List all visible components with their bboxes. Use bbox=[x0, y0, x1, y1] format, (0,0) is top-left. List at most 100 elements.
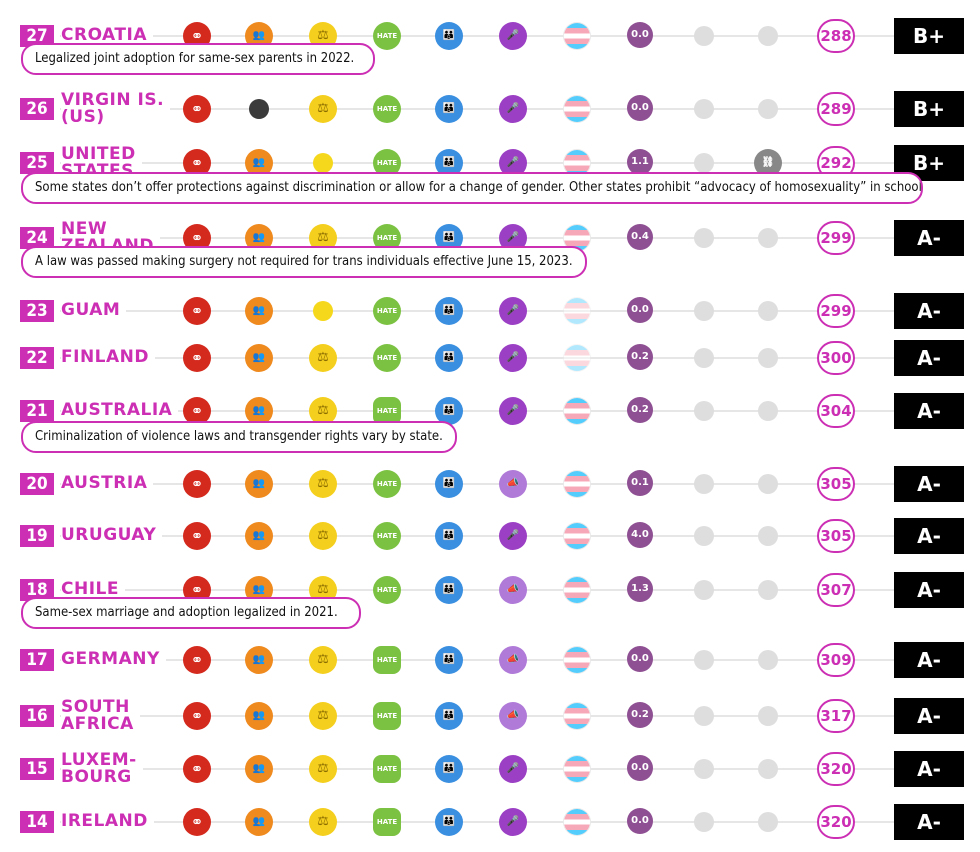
family-icon: 👪 bbox=[435, 470, 463, 498]
country-name: CHILE bbox=[61, 581, 125, 598]
row-divider bbox=[60, 768, 920, 770]
family-icon: 👪 bbox=[435, 95, 463, 123]
adoption-icon: 👥 bbox=[245, 808, 273, 836]
megaphone-icon: 📣 bbox=[499, 576, 527, 604]
marriage-icon: ⚭ bbox=[183, 755, 211, 783]
empty-dot-icon bbox=[694, 526, 714, 546]
family-icon: 👪 bbox=[435, 22, 463, 50]
marriage-icon: ⚭ bbox=[183, 808, 211, 836]
speech-icon: 🎤 bbox=[499, 522, 527, 550]
rank-badge: 20 bbox=[20, 473, 54, 495]
marriage-icon: ⚭ bbox=[183, 344, 211, 372]
rank-badge: 14 bbox=[20, 811, 54, 833]
grade-badge: A- bbox=[894, 572, 964, 608]
equality-law-icon: ⚖ bbox=[309, 397, 337, 425]
grade-badge: A- bbox=[894, 698, 964, 734]
row-divider bbox=[60, 589, 920, 591]
total-score: 304 bbox=[817, 394, 855, 428]
row-divider bbox=[60, 310, 920, 312]
empty-dot-icon bbox=[694, 26, 714, 46]
family-icon: 👪 bbox=[435, 755, 463, 783]
total-score: 299 bbox=[817, 294, 855, 328]
rank-badge: 24 bbox=[20, 227, 54, 249]
speech-icon: 🎤 bbox=[499, 808, 527, 836]
hate-sq-icon: HATE bbox=[373, 397, 401, 425]
empty-dot-icon bbox=[758, 401, 778, 421]
total-score: 299 bbox=[817, 221, 855, 255]
trans-flag-icon bbox=[564, 523, 590, 549]
marriage-icon: ⚭ bbox=[183, 297, 211, 325]
partial-dot-icon bbox=[313, 301, 333, 321]
family-icon: 👪 bbox=[435, 702, 463, 730]
table-row: 20 AUSTRIA ⚭ 👥 ⚖ HATE 👪 📣 0.1 305 A- bbox=[0, 464, 980, 504]
family-icon: 👪 bbox=[435, 808, 463, 836]
total-score: 320 bbox=[817, 752, 855, 786]
score-circle: 0.0 bbox=[627, 755, 653, 781]
trans-flag-icon bbox=[564, 150, 590, 176]
hate-sq-icon: HATE bbox=[373, 808, 401, 836]
country-note: Same-sex marriage and adoption legalized… bbox=[21, 597, 361, 629]
grade-badge: A- bbox=[894, 393, 964, 429]
country-name: FINLAND bbox=[61, 349, 155, 366]
megaphone-icon: 📣 bbox=[499, 646, 527, 674]
score-circle: 4.0 bbox=[627, 522, 653, 548]
family-icon: 👪 bbox=[435, 522, 463, 550]
empty-dot-icon bbox=[758, 526, 778, 546]
empty-dot-icon bbox=[758, 99, 778, 119]
speech-icon: 🎤 bbox=[499, 397, 527, 425]
equality-law-icon: ⚖ bbox=[309, 344, 337, 372]
total-score: 305 bbox=[817, 519, 855, 553]
adoption-icon: 👥 bbox=[245, 397, 273, 425]
equality-law-icon: ⚖ bbox=[309, 95, 337, 123]
grade-badge: B+ bbox=[894, 18, 964, 54]
trans-flag-icon bbox=[564, 471, 590, 497]
scales-icon: ⚖ bbox=[309, 702, 337, 730]
marriage-icon: ⚭ bbox=[183, 522, 211, 550]
adoption-icon: 👥 bbox=[245, 522, 273, 550]
hate-crime-law-icon: HATE bbox=[373, 470, 401, 498]
speech-icon: 🎤 bbox=[499, 95, 527, 123]
empty-dot-icon bbox=[758, 474, 778, 494]
equality-law-icon: ⚖ bbox=[309, 646, 337, 674]
grade-badge: A- bbox=[894, 804, 964, 840]
table-row: 15 LUXEM- BOURG ⚭ 👥 ⚖ HATE 👪 🎤 0.0 320 A- bbox=[0, 749, 980, 789]
trans-flag-icon bbox=[564, 23, 590, 49]
table-row: 26 VIRGIN IS. (US) ⚭ ⚖ HATE 👪 🎤 0.0 289 B+ bbox=[0, 89, 980, 129]
country-note: Criminalization of violence laws and tra… bbox=[21, 421, 457, 453]
row-divider bbox=[60, 108, 920, 110]
country-name: VIRGIN IS. (US) bbox=[61, 92, 171, 126]
total-score: 300 bbox=[817, 341, 855, 375]
rank-badge: 15 bbox=[20, 758, 54, 780]
country-name: CROATIA bbox=[61, 27, 153, 44]
family-icon: 👪 bbox=[435, 646, 463, 674]
row-divider bbox=[60, 357, 920, 359]
adoption-icon: 👥 bbox=[245, 755, 273, 783]
megaphone-icon: 📣 bbox=[499, 702, 527, 730]
rank-badge: 23 bbox=[20, 300, 54, 322]
adoption-icon: 👥 bbox=[245, 297, 273, 325]
total-score: 305 bbox=[817, 467, 855, 501]
trans-flag-icon bbox=[564, 96, 590, 122]
country-name: GUAM bbox=[61, 302, 127, 319]
country-note: Legalized joint adoption for same-sex pa… bbox=[21, 43, 375, 75]
country-name: LUXEM- BOURG bbox=[61, 752, 143, 786]
total-score: 288 bbox=[817, 19, 855, 53]
empty-dot-icon bbox=[694, 650, 714, 670]
hate-crime-law-icon: HATE bbox=[373, 522, 401, 550]
empty-dot-icon bbox=[758, 706, 778, 726]
equality-law-icon: ⚖ bbox=[309, 522, 337, 550]
speech-icon: 🎤 bbox=[499, 297, 527, 325]
country-name: GERMANY bbox=[61, 651, 166, 668]
total-score: 317 bbox=[817, 699, 855, 733]
trans-flag-icon bbox=[564, 398, 590, 424]
trans-flag-icon bbox=[564, 703, 590, 729]
score-circle: 1.1 bbox=[627, 149, 653, 175]
total-score: 309 bbox=[817, 643, 855, 677]
rank-badge: 19 bbox=[20, 525, 54, 547]
score-circle: 0.4 bbox=[627, 224, 653, 250]
row-divider bbox=[60, 410, 920, 412]
family-icon: 👪 bbox=[435, 344, 463, 372]
score-circle: 0.0 bbox=[627, 95, 653, 121]
empty-dot-icon bbox=[694, 706, 714, 726]
grade-badge: A- bbox=[894, 293, 964, 329]
